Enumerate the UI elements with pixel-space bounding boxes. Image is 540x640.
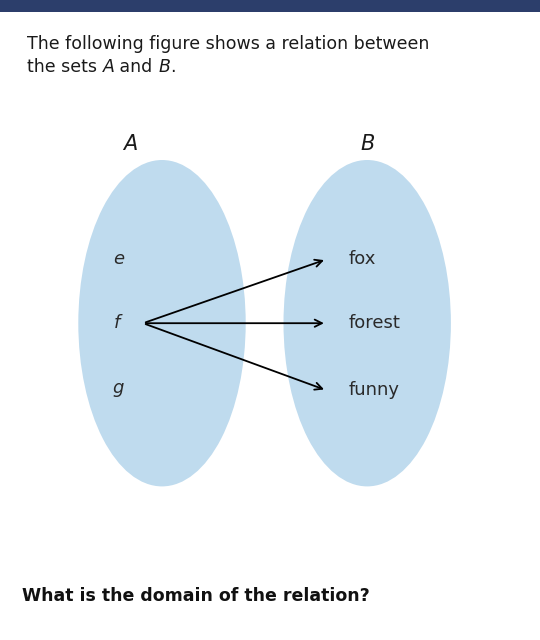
Ellipse shape [78, 160, 246, 486]
Text: fox: fox [348, 250, 376, 268]
Text: $f$: $f$ [113, 314, 124, 332]
Text: .: . [170, 58, 176, 76]
Text: and: and [114, 58, 158, 76]
Text: B: B [158, 58, 170, 76]
Text: $g$: $g$ [112, 381, 125, 399]
Text: $A$: $A$ [122, 134, 138, 154]
Text: A: A [103, 58, 114, 76]
Text: What is the domain of the relation?: What is the domain of the relation? [22, 587, 369, 605]
Bar [0, 0, 540, 12]
Text: forest: forest [348, 314, 400, 332]
Text: $B$: $B$ [360, 134, 375, 154]
Text: the sets: the sets [27, 58, 103, 76]
Ellipse shape [284, 160, 451, 486]
Text: $e$: $e$ [113, 250, 125, 268]
Text: The following figure shows a relation between: The following figure shows a relation be… [27, 35, 429, 53]
Text: funny: funny [348, 381, 399, 399]
